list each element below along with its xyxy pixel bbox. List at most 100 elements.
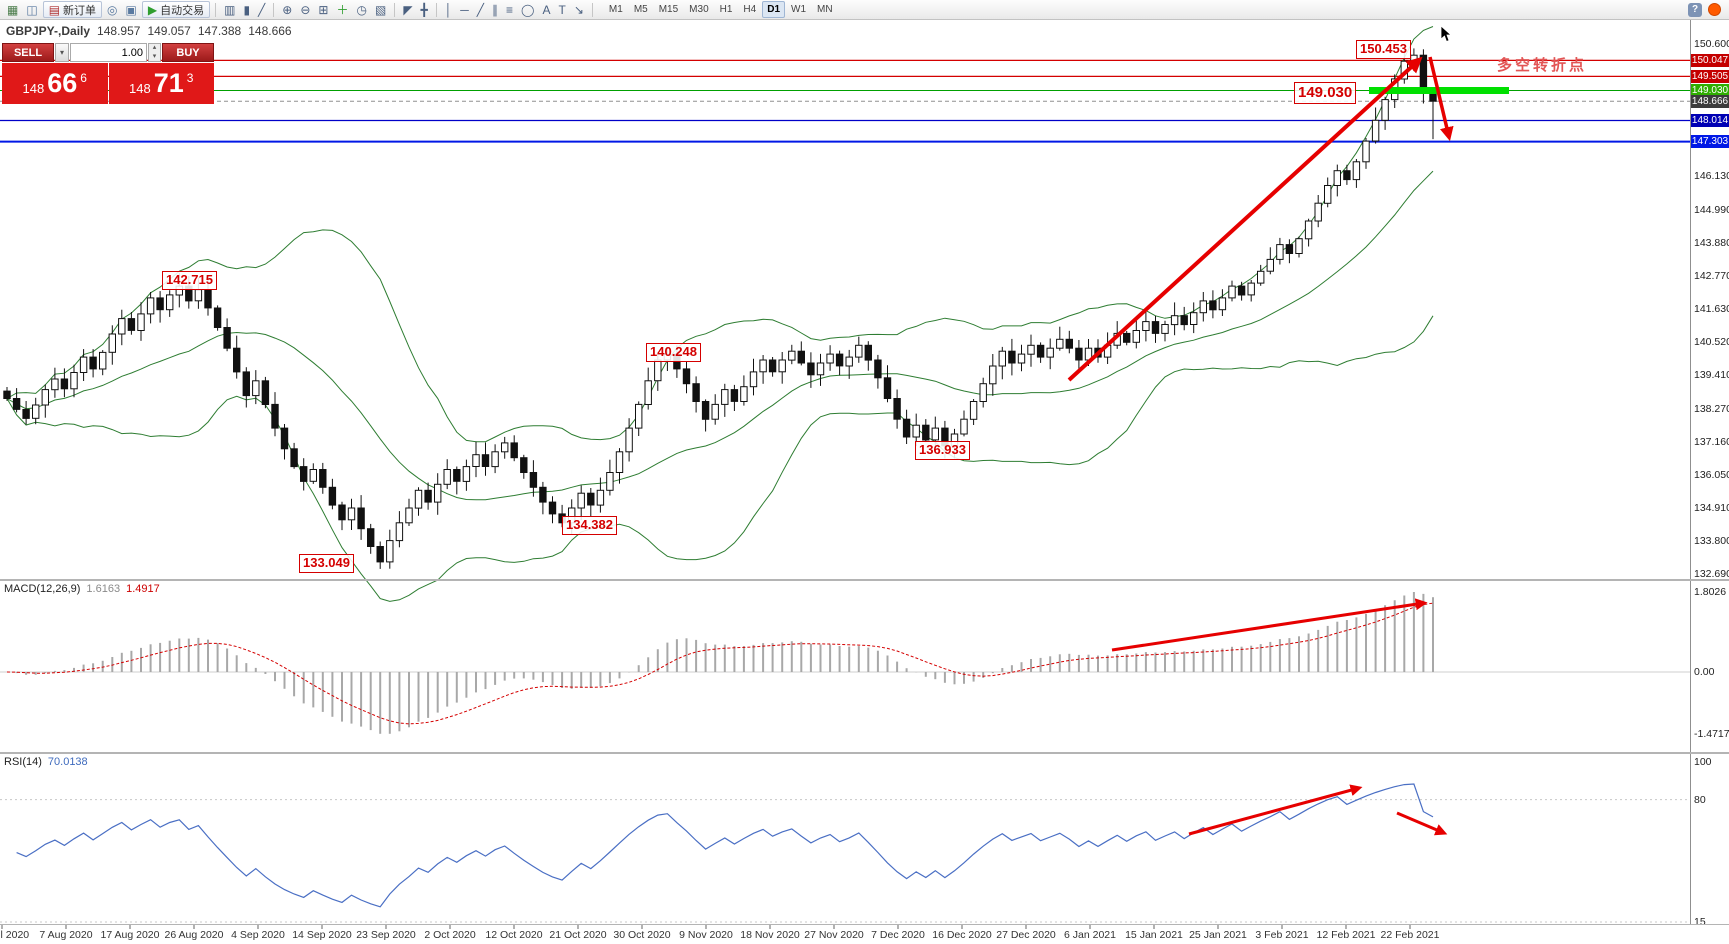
templates-icon[interactable]: ▧: [372, 1, 389, 18]
periods-icon[interactable]: ◷: [353, 1, 369, 18]
line-chart-icon: ╱: [258, 2, 266, 17]
volume-stepper[interactable]: ▴ ▾: [148, 43, 161, 62]
macd-indicator-label: MACD(12,26,9) 1.6163 1.4917: [4, 583, 160, 595]
axis-label: 100: [1694, 756, 1712, 768]
notification-badge[interactable]: [1708, 3, 1721, 16]
data-window-icon[interactable]: ▣: [123, 1, 140, 18]
axis-label: 139.410: [1694, 369, 1729, 382]
toolbar-separator: [273, 2, 275, 17]
crosshair-icon[interactable]: ╋: [418, 1, 431, 18]
line-chart-icon[interactable]: ╱: [255, 1, 268, 18]
fibonacci-icon[interactable]: ≡: [503, 1, 516, 18]
sell-button[interactable]: SELL: [2, 43, 54, 62]
auto-trading-button[interactable]: ▶ 自动交易: [141, 1, 211, 18]
bar-chart-icon[interactable]: ▥: [221, 1, 238, 18]
stepper-up-icon[interactable]: ▴: [152, 44, 157, 51]
timeframe-H4[interactable]: H4: [743, 4, 757, 15]
candlestick-chart-icon[interactable]: ▮: [240, 1, 253, 18]
rsi-name: RSI(14): [4, 756, 42, 768]
price-tag: 147.303: [1691, 135, 1729, 149]
trend-arrow: [1396, 811, 1448, 836]
data-window-icon: ▣: [125, 2, 137, 17]
timeframe-M30[interactable]: M30: [689, 4, 709, 15]
sell-dropdown-icon[interactable]: ▾: [55, 43, 69, 62]
date-label: 22 Feb 2021: [1380, 929, 1440, 941]
date-label: 15 Jan 2021: [1125, 929, 1183, 941]
text-icon[interactable]: A: [539, 1, 553, 18]
price-callout: 133.049: [299, 554, 354, 573]
timeframe-M15[interactable]: M15: [658, 4, 679, 15]
price-tag: 148.666: [1691, 94, 1729, 108]
cursor-icon[interactable]: ◤: [400, 1, 415, 18]
date-label: 27 Dec 2020: [996, 929, 1056, 941]
timeframe-M1[interactable]: M1: [608, 4, 623, 15]
vertical-line-icon: │: [444, 2, 453, 17]
sell-price-frac: 6: [80, 70, 87, 85]
date-label: 4 Sep 2020: [231, 929, 285, 941]
horizontal-line-icon[interactable]: ─: [457, 1, 472, 18]
toolbar: ▦ ◫ ▤ 新订单 ◎ ▣ ▶ 自动交易 ▥ ▮ ╱ ⊕ ⊖ ⊞ ＋ ◷ ▧ ◤ ╋ │ ─ ╱ ∥ ≡ ◯ A T ↘ M1 M5 M15…: [0, 0, 1729, 20]
trendline-icon: ╱: [476, 2, 485, 17]
axis-label: 140.520: [1694, 336, 1729, 349]
panel-separator[interactable]: [0, 752, 1729, 754]
axis-border: [1690, 20, 1691, 925]
volume-input[interactable]: [70, 43, 147, 62]
vertical-line-icon[interactable]: │: [442, 1, 456, 18]
profiles-icon[interactable]: ◫: [23, 1, 40, 18]
axis-label: 146.130: [1694, 170, 1729, 183]
date-label: 9 Nov 2020: [679, 929, 733, 941]
market-watch-icon[interactable]: ◎: [104, 1, 120, 18]
tile-windows-icon[interactable]: ⊞: [315, 1, 331, 18]
date-label: 17 Aug 2020: [100, 929, 160, 941]
axis-label: 150.600: [1694, 38, 1729, 50]
new-chart-icon[interactable]: ▦: [4, 1, 21, 18]
new-order-button[interactable]: ▤ 新订单: [42, 1, 103, 18]
timeframe-W1[interactable]: W1: [791, 4, 807, 15]
buy-price-display[interactable]: 148 71 3: [108, 63, 214, 104]
equidistant-channel-icon: ∥: [492, 2, 499, 17]
price-callout: 134.382: [562, 516, 617, 535]
new-order-icon: ▤: [48, 2, 61, 17]
date-axis[interactable]: 30 Jul 2020 7 Aug 2020 17 Aug 2020 26 Aug 2…: [0, 0, 1690, 944]
mouse-cursor-icon: [1440, 25, 1453, 43]
toolbar-separator: [215, 2, 217, 17]
trendline-icon[interactable]: ╱: [474, 1, 487, 18]
axis-label: 137.160: [1694, 435, 1729, 448]
buy-price-pips: 71: [153, 68, 184, 98]
axis-label: 15: [1694, 916, 1706, 928]
price-callout: 136.933: [915, 441, 970, 460]
timeframe-M5[interactable]: M5: [633, 4, 648, 15]
arrows-icon[interactable]: ↘: [571, 1, 587, 18]
auto-trading-icon: ▶: [147, 2, 158, 17]
label-icon[interactable]: T: [556, 1, 569, 18]
timeframe-D1[interactable]: D1: [762, 1, 786, 18]
open-value: 148.957: [97, 24, 141, 38]
axis-label: 132.690: [1694, 568, 1729, 580]
help-icon[interactable]: ?: [1688, 2, 1702, 17]
bar-chart-icon: ▥: [224, 2, 236, 17]
high-value: 149.057: [147, 24, 191, 38]
sell-price-display[interactable]: 148 66 6: [2, 63, 108, 104]
panel-separator[interactable]: [0, 579, 1729, 581]
buy-button[interactable]: BUY: [162, 43, 214, 62]
date-label: 18 Nov 2020: [740, 929, 800, 941]
indicators-icon[interactable]: ＋: [333, 1, 351, 18]
stepper-down-icon[interactable]: ▾: [152, 52, 157, 60]
price-axis[interactable]: 150.600 146.130 144.990 143.880 142.770 141.6…: [1691, 0, 1729, 944]
zoom-out-icon[interactable]: ⊖: [297, 1, 313, 18]
trend-arrow: [1067, 56, 1423, 382]
zoom-in-icon[interactable]: ⊕: [279, 1, 295, 18]
timeframe-H1[interactable]: H1: [719, 4, 733, 15]
date-label: 16 Dec 2020: [932, 929, 992, 941]
periods-icon: ◷: [356, 2, 367, 17]
ellipse-icon[interactable]: ◯: [518, 1, 537, 18]
bull-bear-turning-point-note: 多空转折点: [1497, 57, 1588, 74]
text-icon: A: [542, 2, 551, 17]
price-callout: 149.030: [1294, 82, 1357, 104]
equidistant-channel-icon[interactable]: ∥: [489, 1, 501, 18]
axis-label: 143.880: [1694, 236, 1729, 249]
timeframe-MN[interactable]: MN: [817, 4, 833, 15]
date-label: 7 Aug 2020: [39, 929, 93, 941]
date-label: 21 Oct 2020: [549, 929, 607, 941]
